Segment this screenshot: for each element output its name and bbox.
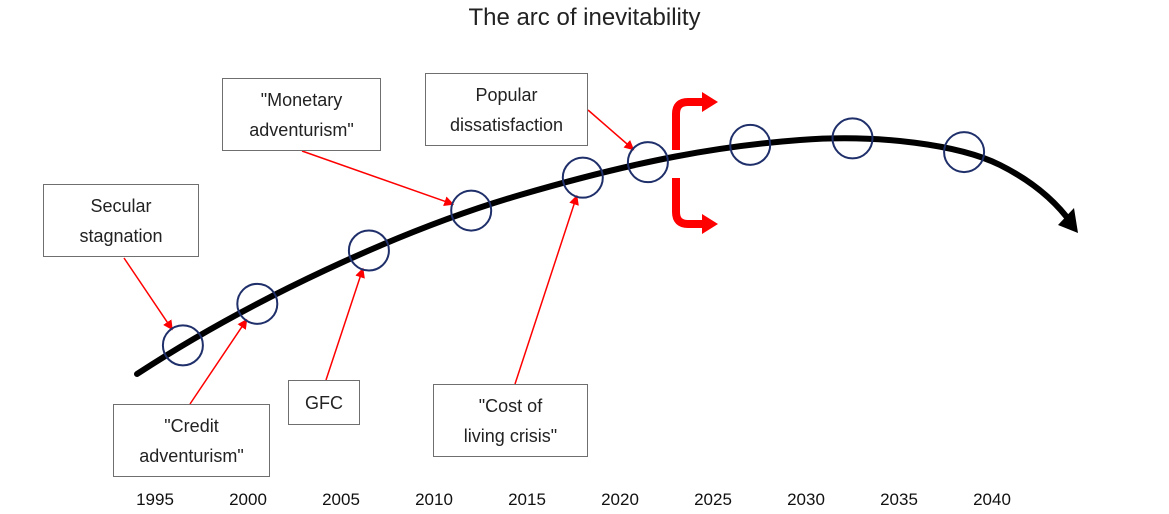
pointer-credit-adventurism [189,318,248,405]
event-marker [561,156,604,199]
timeline-year: 2035 [880,490,918,509]
fork-bracket [672,92,718,234]
label-cost-of-living-crisis: "Cost of living crisis" [433,384,588,457]
event-marker [943,131,986,174]
timeline-year: 2005 [322,490,360,509]
pointer-monetary-adventurism [301,150,455,206]
label-monetary-adventurism: "Monetary adventurism" [222,78,381,151]
timeline-year: 2030 [787,490,825,509]
label-popular-dissatisfaction: Popular dissatisfaction [425,73,588,146]
fork-lower-arm [672,178,704,228]
arc-arrowhead [1058,208,1078,233]
pointer-cost-of-living-crisis [514,194,579,385]
fork-upper-arm [672,98,704,150]
pointer-popular-dissatisfaction [587,109,635,151]
label-credit-adventurism: "Credit adventurism" [113,404,270,477]
label-secular-stagnation: Secular stagnation [43,184,199,257]
timeline-year: 2000 [229,490,267,509]
event-marker [831,117,874,160]
pointer-gfc [325,267,365,381]
arc-curve [134,135,1075,377]
event-marker [161,324,204,367]
event-marker [236,282,279,325]
event-marker [626,141,669,184]
event-marker [347,229,390,272]
pointer-arrows [123,109,635,405]
timeline-year: 2040 [973,490,1011,509]
fork-lower-arrowhead [702,214,718,234]
diagram-title: The arc of inevitability [468,4,701,31]
event-markers [161,117,986,367]
label-gfc: GFC [288,380,360,425]
fork-upper-arrowhead [702,92,718,112]
event-marker [450,189,493,232]
event-marker [729,123,772,166]
timeline-year: 2025 [694,490,732,509]
pointer-secular-stagnation [123,257,173,331]
timeline-year: 1995 [136,490,174,509]
timeline-year: 2010 [415,490,453,509]
timeline-year: 2020 [601,490,639,509]
timeline-year: 2015 [508,490,546,509]
